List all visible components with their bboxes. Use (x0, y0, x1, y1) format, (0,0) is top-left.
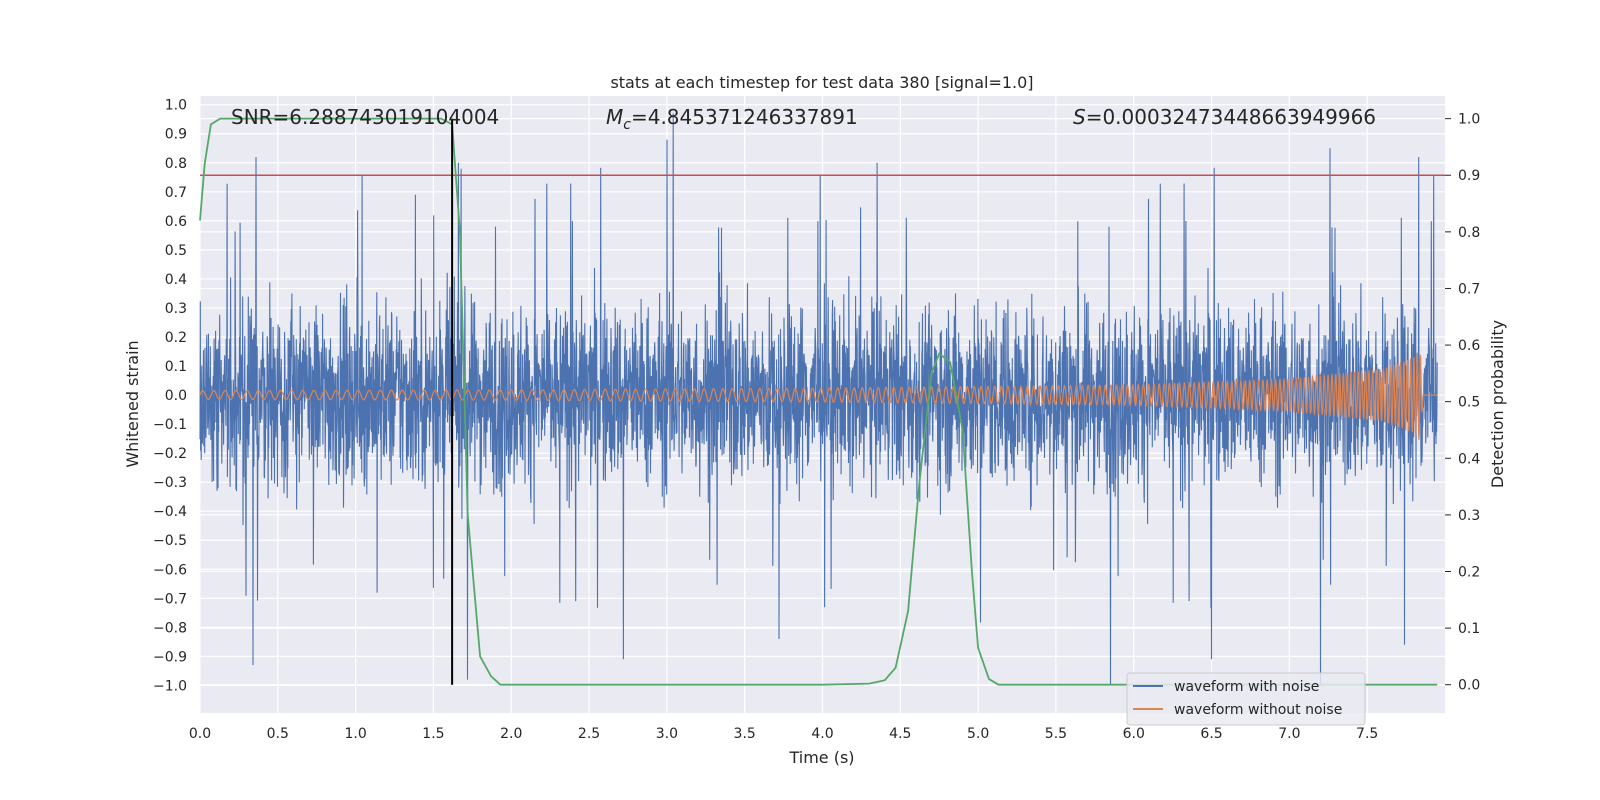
chirp-mass-value: =4.845371246337891 (631, 105, 858, 129)
y-axis-label: Whitened strain (123, 340, 142, 467)
y-tick-label: −0.2 (153, 446, 187, 462)
y2-tick-label: 0.3 (1458, 508, 1480, 524)
y-tick-label: −0.1 (153, 417, 187, 433)
y-tick-label: 0.9 (165, 127, 187, 143)
x-axis-ticks: 0.0 0.5 1.0 1.5 2.0 2.5 3.0 3.5 4.0 4.5 5.0 5.5 6.0 6… (189, 726, 1378, 742)
y2-tick-label: 1.0 (1458, 112, 1480, 128)
x-tick-label: 4.0 (811, 726, 833, 742)
noise-waveform-line (199, 113, 1438, 686)
y2-axis-ticks: 0.0 0.1 0.2 0.3 0.4 0.5 0.6 0.7 0.8 0.9 1.0 (1445, 112, 1480, 694)
plot-area (199, 113, 1445, 686)
x-tick-label: 4.5 (889, 726, 911, 742)
x-tick-label: 5.0 (967, 726, 989, 742)
x-tick-label: 3.5 (734, 726, 756, 742)
x-tick-label: 6.0 (1123, 726, 1145, 742)
y-tick-label: 0.4 (165, 272, 187, 288)
clean-waveform-line (199, 352, 1438, 440)
y2-tick-label: 0.1 (1458, 621, 1480, 637)
x-tick-label: 1.0 (344, 726, 366, 742)
x-tick-label: 6.5 (1200, 726, 1222, 742)
x-tick-label: 0.5 (267, 726, 289, 742)
x-tick-label: 0.0 (189, 726, 211, 742)
series-detection-probability (199, 117, 1438, 686)
y-tick-label: −1.0 (153, 678, 187, 694)
y-tick-label: 0.8 (165, 156, 187, 172)
y2-tick-label: 0.6 (1458, 338, 1480, 354)
y-tick-label: 0.3 (165, 301, 187, 317)
y2-tick-label: 0.8 (1458, 225, 1480, 241)
chirp-mass-subscript: c (623, 117, 631, 133)
y-tick-label: 0.7 (165, 185, 187, 201)
x-tick-label: 2.0 (500, 726, 522, 742)
y-tick-label: −0.3 (153, 475, 187, 491)
y-tick-label: −0.9 (153, 649, 187, 665)
x-tick-label: 3.0 (656, 726, 678, 742)
y-tick-label: −0.5 (153, 533, 187, 549)
y-tick-label: −0.6 (153, 562, 187, 578)
y-axis-ticks: −1.0 −0.9 −0.8 −0.7 −0.6 −0.5 −0.4 −0.3 −0.2 −0.1… (153, 98, 187, 695)
y-tick-label: 0.5 (165, 243, 187, 259)
s-value: =0.00032473448663949966 (1086, 105, 1376, 129)
x-tick-label: 5.5 (1045, 726, 1067, 742)
legend: waveform with noise waveform without noi… (1126, 672, 1366, 726)
x-tick-label: 1.5 (422, 726, 444, 742)
series-waveform-without-noise (199, 352, 1438, 440)
x-axis-label: Time (s) (788, 748, 854, 767)
y-tick-label: −0.4 (153, 504, 187, 520)
y2-tick-label: 0.5 (1458, 395, 1480, 411)
y2-tick-label: 0.9 (1458, 168, 1480, 184)
y-tick-label: 0.6 (165, 214, 187, 230)
x-tick-label: 7.5 (1356, 726, 1378, 742)
chirp-mass-symbol: M (606, 105, 623, 129)
y-tick-label: 0.0 (165, 388, 187, 404)
s-symbol: S (1073, 105, 1086, 129)
x-tick-label: 7.0 (1278, 726, 1300, 742)
y2-tick-label: 0.2 (1458, 564, 1480, 580)
y-tick-label: −0.7 (153, 591, 187, 607)
y2-tick-label: 0.4 (1458, 451, 1480, 467)
y-tick-label: 0.1 (165, 359, 187, 375)
legend-box (1126, 672, 1366, 726)
chart-title: stats at each timestep for test data 380… (610, 73, 1033, 92)
legend-label-with-noise: waveform with noise (1174, 679, 1319, 695)
y2-axis-label: Detection probability (1488, 320, 1507, 488)
snr-annotation: SNR=6.288743019104004 (231, 105, 499, 129)
x-tick-label: 2.5 (578, 726, 600, 742)
s-annotation: S=0.00032473448663949966 (1073, 105, 1376, 129)
y-tick-label: −0.8 (153, 620, 187, 636)
chirp-mass-annotation: Mc=4.845371246337891 (606, 105, 858, 133)
y2-tick-label: 0.7 (1458, 281, 1480, 297)
y2-tick-label: 0.0 (1458, 678, 1480, 694)
legend-label-without-noise: waveform without noise (1174, 702, 1342, 718)
series-waveform-with-noise (199, 113, 1438, 686)
y-tick-label: 1.0 (165, 98, 187, 114)
y-tick-label: 0.2 (165, 330, 187, 346)
